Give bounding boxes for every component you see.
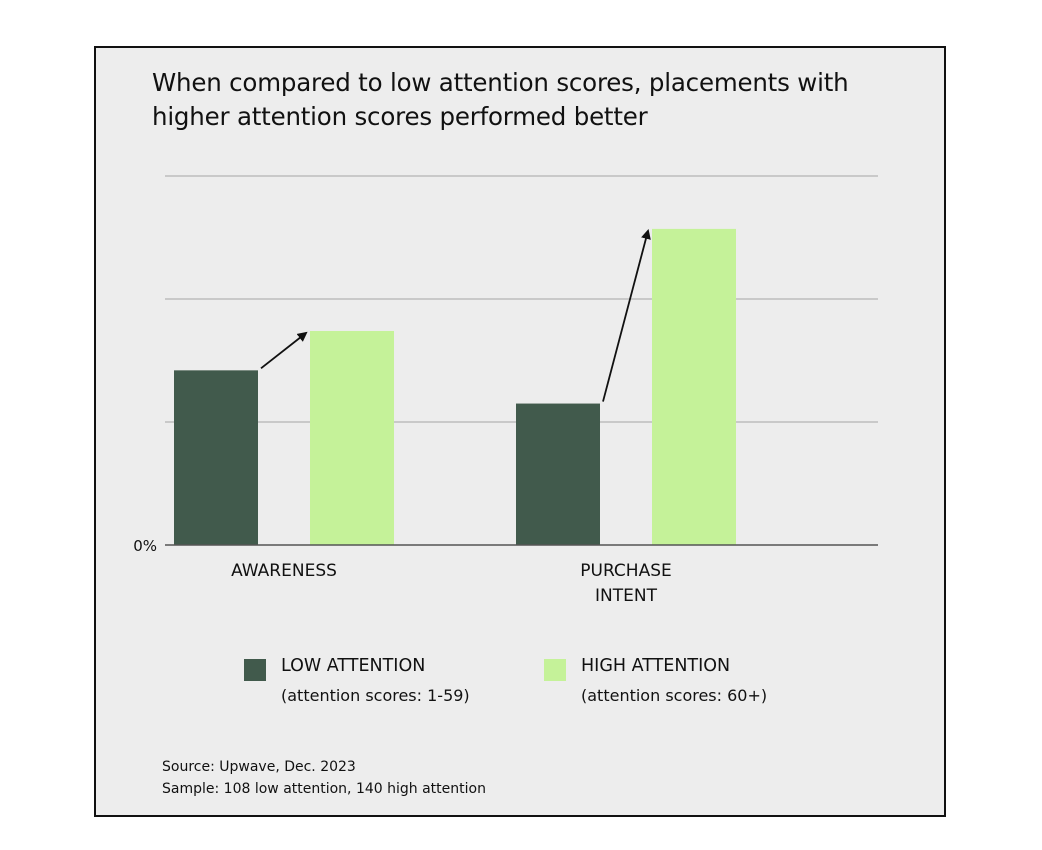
legend-detail-low: (attention scores: 1-59)	[281, 686, 470, 705]
legend-label-high: HIGH ATTENTION	[581, 656, 731, 676]
bar-high-awareness	[310, 330, 394, 545]
y-tick-label: 0%	[133, 537, 157, 555]
legend-detail-high: (attention scores: 60+)	[581, 686, 768, 705]
footer: Source: Upwave, Dec. 2023 Sample: 108 lo…	[162, 756, 486, 800]
axis-labels: 0% AWARENESS PURCHASE INTENT	[133, 537, 672, 606]
category-label-line: PURCHASE	[580, 561, 671, 581]
trend-arrow-purchase-intent	[602, 228, 651, 402]
category-label-line: AWARENESS	[231, 561, 337, 581]
bars	[174, 228, 736, 545]
legend-label-low: LOW ATTENTION	[281, 656, 426, 676]
trend-arrow-awareness	[260, 331, 308, 370]
gridlines	[165, 175, 878, 423]
chart-plot: 0% AWARENESS PURCHASE INTENT	[133, 175, 878, 606]
chart-card: When compared to low attention scores, p…	[94, 46, 946, 817]
bar-low-purchase-intent	[516, 403, 600, 545]
sample-note: Sample: 108 low attention, 140 high atte…	[162, 781, 486, 797]
arrows	[260, 228, 651, 402]
category-label-line: INTENT	[595, 586, 658, 606]
legend-swatch-low	[244, 659, 266, 681]
source-note: Source: Upwave, Dec. 2023	[162, 759, 356, 775]
bar-high-purchase-intent	[652, 228, 736, 545]
category-label-purchase-intent: PURCHASE INTENT	[580, 561, 671, 606]
bar-low-awareness	[174, 370, 258, 545]
chart-title: When compared to low attention scores, p…	[152, 68, 849, 131]
legend-swatch-high	[544, 659, 566, 681]
category-label-awareness: AWARENESS	[231, 561, 337, 581]
